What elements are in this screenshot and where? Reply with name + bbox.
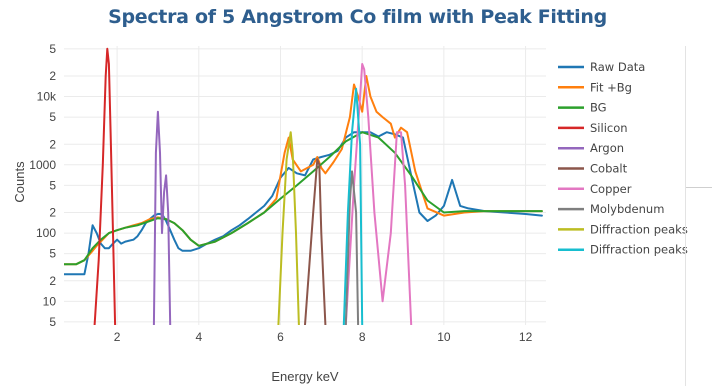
side-divider — [685, 46, 686, 386]
legend-item[interactable]: Silicon — [558, 121, 628, 135]
x-tick-label: 10 — [437, 330, 451, 344]
legend-label: Silicon — [590, 121, 628, 135]
y-tick-label: 5 — [49, 110, 56, 124]
legend-label: Diffraction peaks — [590, 243, 688, 257]
legend-item[interactable]: Cobalt — [558, 162, 628, 176]
x-tick-label: 4 — [195, 330, 202, 344]
series-layer — [64, 47, 543, 325]
y-tick-label: 5 — [49, 315, 56, 329]
y-tick-label: 2 — [49, 137, 56, 151]
series-line-3[interactable] — [64, 131, 543, 266]
legend-item[interactable]: Raw Data — [558, 60, 645, 74]
x-tick-label: 2 — [114, 330, 121, 344]
series-line-2[interactable] — [64, 75, 543, 266]
y-tick-label: 2 — [49, 206, 56, 220]
x-tick-label: 6 — [277, 330, 284, 344]
series-line-4[interactable] — [93, 47, 117, 325]
y-tick-label: 100 — [36, 226, 56, 240]
grid — [64, 46, 546, 325]
series-line-7[interactable] — [344, 63, 413, 325]
y-tick-label: 10k — [37, 90, 57, 104]
legend-label: Cobalt — [590, 162, 628, 176]
series-line-10[interactable] — [342, 87, 364, 325]
series-line-5[interactable] — [152, 110, 172, 325]
y-tick-label: 5 — [49, 42, 56, 56]
legend: Raw Data Fit +Bg BG Silicon Argon Cobalt Coppe… — [558, 60, 688, 257]
x-tick-label: 12 — [519, 330, 533, 344]
x-axis-title: Energy keV — [271, 369, 339, 384]
legend-label: Argon — [590, 141, 624, 155]
legend-item[interactable]: Diffraction peaks — [558, 243, 688, 257]
legend-label: Copper — [590, 182, 632, 196]
legend-item[interactable]: Copper — [558, 182, 632, 196]
legend-item[interactable]: Fit +Bg — [558, 80, 632, 94]
y-axis-title: Counts — [12, 161, 27, 203]
series-line-1[interactable] — [64, 131, 543, 276]
legend-label: BG — [590, 101, 607, 115]
legend-label: Molybdenum — [590, 202, 664, 216]
y-tick-label: 2 — [49, 69, 56, 83]
y-tick-label: 5 — [49, 247, 56, 261]
axis-ticks: 2 4 6 8 10 12 5 10 2 5 100 2 5 1000 2 5 10k 2 5 — [29, 42, 532, 344]
side-divider-tick — [686, 187, 712, 188]
legend-item[interactable]: BG — [558, 101, 607, 115]
legend-item[interactable]: Argon — [558, 141, 624, 155]
x-tick-label: 8 — [359, 330, 366, 344]
legend-label: Fit +Bg — [590, 80, 632, 94]
y-tick-label: 2 — [49, 274, 56, 288]
y-tick-label: 1000 — [29, 158, 56, 172]
y-tick-label: 10 — [43, 294, 57, 308]
legend-item[interactable]: Molybdenum — [558, 202, 664, 216]
y-tick-label: 5 — [49, 178, 56, 192]
series-line-9[interactable] — [277, 131, 300, 325]
series-line-6[interactable] — [304, 158, 327, 325]
series-line-8[interactable] — [344, 170, 360, 325]
chart-title: Spectra of 5 Angstrom Co film with Peak … — [108, 6, 607, 28]
legend-label: Raw Data — [590, 60, 645, 74]
legend-item[interactable]: Diffraction peaks — [558, 222, 688, 236]
legend-label: Diffraction peaks — [590, 222, 688, 236]
